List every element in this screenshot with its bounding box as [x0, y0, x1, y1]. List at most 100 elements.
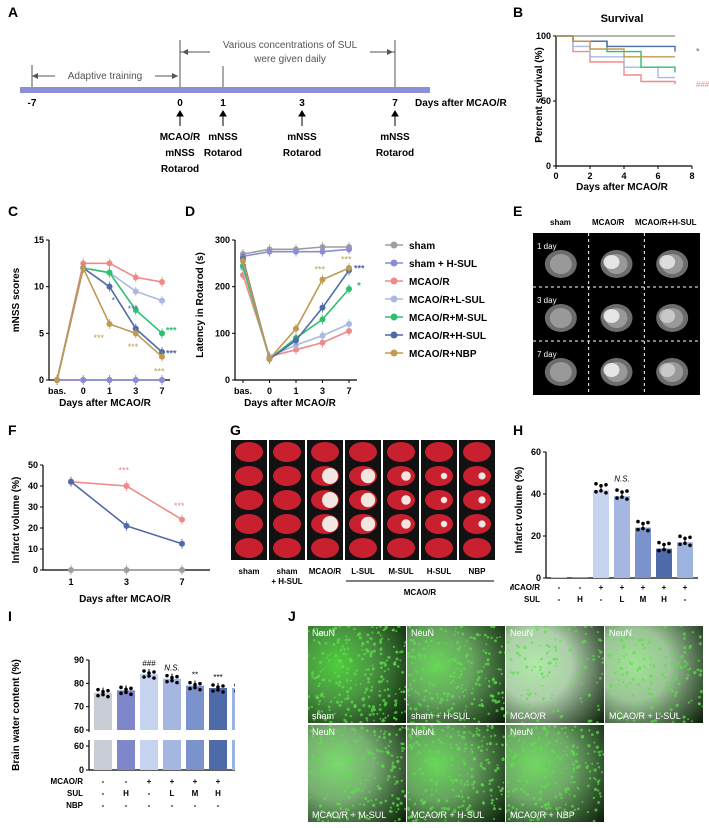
xtick: 1: [68, 577, 73, 587]
series-point: [123, 483, 130, 489]
bar-dot: [678, 534, 682, 539]
ttc-slice: [387, 442, 415, 462]
series-point: [132, 377, 139, 383]
ytick: 20: [531, 531, 541, 541]
xtick: 0: [267, 386, 272, 396]
survival-ylabel: Percent survival (%): [534, 47, 545, 143]
bar-lower: [186, 740, 204, 770]
panel-label-a: A: [8, 4, 19, 20]
survival-line: [556, 35, 675, 58]
neun-condition-label: sham + H-SUL: [411, 711, 471, 721]
neun-image: NeuN MCAO/R: [506, 626, 604, 723]
sig-i: **: [192, 671, 198, 680]
sig-c3: ***: [128, 304, 139, 314]
bar-dot: [657, 548, 661, 553]
sig-d3: ***: [354, 264, 365, 274]
xtick: 1: [107, 386, 112, 396]
rotarod-chart: Latency in Rotarod (s) Days after MCAO/R…: [195, 235, 487, 409]
survival-xtick: 4: [621, 171, 626, 181]
row-label: NBP: [66, 801, 84, 810]
panel-label-g: G: [230, 422, 241, 438]
tick-1: 1: [220, 98, 226, 109]
sig-c7: ***: [166, 349, 177, 359]
series-point: [266, 356, 273, 362]
panel-label-i: I: [8, 608, 12, 624]
bar-lower: [117, 740, 135, 770]
panel-label-h: H: [513, 422, 524, 438]
ttc-col-label: M-SUL: [388, 567, 413, 576]
bar-dot: [193, 682, 197, 687]
neun-image: NeuN MCAO/R + H-SUL: [407, 725, 505, 822]
mri-grid: 1 day 3 day 7 day: [533, 233, 700, 395]
ytick: 40: [531, 489, 541, 499]
ttc-slice: [463, 538, 491, 558]
bar-lower: [140, 740, 158, 770]
xtick: 3: [320, 386, 325, 396]
survival-ytick: 0: [546, 161, 551, 171]
row-cell: +: [641, 583, 646, 592]
neun-stain-label: NeuN: [411, 628, 435, 638]
infarctF-xlabel: Days after MCAO/R: [79, 594, 171, 605]
bar-dot: [641, 521, 645, 526]
legend-label: MCAO/R+H-SUL: [409, 331, 486, 342]
row-cell: +: [599, 583, 604, 592]
xtick: 3: [124, 577, 129, 587]
bar-dot: [641, 526, 645, 531]
tick-m7: -7: [28, 98, 37, 109]
series-point: [319, 316, 326, 323]
bar-dot: [124, 687, 128, 692]
series-point: [106, 260, 113, 267]
survival-xtick: 0: [553, 171, 558, 181]
series-point: [179, 516, 185, 523]
bar-dot: [678, 542, 682, 547]
bar-dot: [147, 674, 151, 678]
ytick: 30: [28, 502, 38, 512]
sig-c8: ***: [154, 366, 165, 376]
bar-dot: [604, 491, 608, 495]
ytick: 200: [215, 282, 230, 292]
mri-lesion: [603, 255, 620, 269]
row-cell: H: [215, 789, 221, 798]
bar-dot: [147, 671, 151, 675]
bar-upper: [209, 688, 227, 730]
bar: [593, 489, 609, 578]
neun-stain-label: NeuN: [510, 727, 534, 737]
bar-dot: [211, 683, 215, 687]
xtick: 1: [293, 386, 298, 396]
series-point: [68, 567, 74, 573]
ttc-col-label: sham: [277, 567, 298, 576]
sul-line2: were given daily: [253, 54, 326, 65]
ytick: 0: [33, 565, 38, 575]
ttc-col-label2: + H-SUL: [271, 577, 302, 586]
neun-condition-label: MCAO/R + M-SUL: [312, 810, 387, 820]
ttc-slice: [235, 514, 263, 534]
rotarod-ylabel: Latency in Rotarod (s): [195, 252, 206, 358]
survival-title: Survival: [601, 13, 644, 25]
bar-dot: [106, 694, 110, 699]
row-label: MCAO/R: [51, 777, 84, 786]
bar-dot: [193, 685, 197, 690]
bar-dot: [683, 541, 687, 546]
ttc-slice: [387, 514, 415, 534]
series-point: [346, 328, 352, 334]
ttc-slice: [425, 490, 453, 510]
series-point: [159, 297, 165, 304]
neun-stain-label: NeuN: [609, 628, 633, 638]
ytick: 10: [34, 282, 44, 292]
row-cell: +: [216, 777, 221, 786]
panel-label-e: E: [513, 203, 523, 219]
sig-f1: ***: [119, 465, 130, 475]
series-point: [319, 332, 326, 339]
panel-label-f: F: [8, 422, 17, 438]
mnss-xlabel: Days after MCAO/R: [59, 398, 151, 409]
row-label: SUL: [524, 595, 540, 604]
ttc-slice: [387, 466, 415, 486]
day7-line2: Rotarod: [376, 148, 414, 159]
mri-row-label: 7 day: [537, 350, 557, 359]
series-point: [319, 339, 326, 346]
bar-dot: [667, 541, 671, 546]
ttc-slice: [273, 442, 301, 462]
bar: [677, 542, 693, 578]
ytick: 15: [34, 235, 44, 245]
day1-line2: Rotarod: [204, 148, 242, 159]
